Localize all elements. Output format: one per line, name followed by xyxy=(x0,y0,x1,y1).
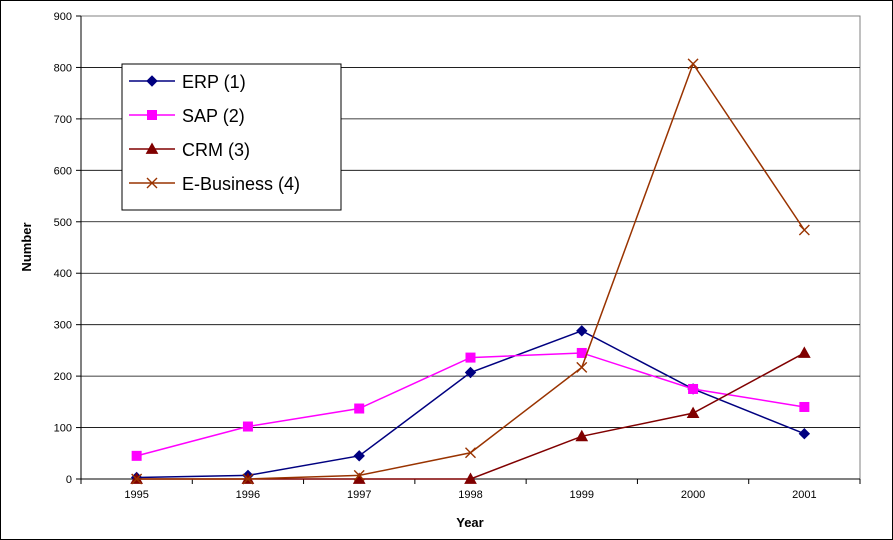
y-tick-label: 800 xyxy=(54,62,72,74)
x-axis-title: Year xyxy=(456,515,483,530)
data-point xyxy=(798,428,811,440)
data-point xyxy=(242,473,254,485)
legend-label: SAP (2) xyxy=(182,106,245,126)
data-point xyxy=(354,403,365,414)
data-point xyxy=(242,421,253,432)
x-tick-label: 1995 xyxy=(124,489,148,501)
data-point xyxy=(688,383,699,394)
x-tick-label: 2001 xyxy=(792,489,816,501)
data-point xyxy=(353,469,365,481)
data-point xyxy=(353,450,365,462)
data-point xyxy=(131,473,143,485)
data-point xyxy=(576,347,587,358)
y-tick-label: 300 xyxy=(54,320,72,332)
x-tick-label: 1996 xyxy=(236,489,260,501)
data-point xyxy=(687,58,699,70)
legend: ERP (1) SAP (2) CRM (3) E-Business (4) xyxy=(121,63,342,211)
y-tick-label: 200 xyxy=(54,371,72,383)
data-point xyxy=(464,366,477,379)
data-point xyxy=(575,429,589,442)
legend-swatch-marker xyxy=(147,110,157,120)
y-axis-title: Number xyxy=(19,222,34,271)
data-point xyxy=(798,224,810,236)
data-point xyxy=(465,352,476,363)
y-tick-label: 100 xyxy=(54,423,72,435)
tick-labels: 0 100 200 300 400 500 600 700 800 900 1995 1996 1997… xyxy=(54,11,817,501)
data-point xyxy=(798,346,811,358)
x-tick-label: 1999 xyxy=(570,489,594,501)
legend-box xyxy=(121,63,342,211)
y-tick-label: 700 xyxy=(54,114,72,126)
y-tick-label: 400 xyxy=(54,268,72,280)
series-lines xyxy=(130,58,811,485)
x-tick-label: 2000 xyxy=(681,489,705,501)
data-point xyxy=(465,447,476,459)
legend-label: ERP (1) xyxy=(182,72,246,92)
data-point xyxy=(686,406,700,419)
y-tick-label: 600 xyxy=(54,165,72,177)
data-point xyxy=(576,325,588,337)
legend-swatch-marker xyxy=(146,75,158,87)
legend-swatch-marker xyxy=(145,142,159,154)
data-point xyxy=(464,472,477,484)
data-point xyxy=(799,401,810,412)
legend-label: CRM (3) xyxy=(182,140,250,160)
data-point xyxy=(131,450,142,461)
data-point xyxy=(576,361,588,373)
legend-label: E-Business (4) xyxy=(182,174,300,194)
y-tick-label: 0 xyxy=(66,474,72,486)
y-tick-label: 900 xyxy=(54,11,72,23)
x-tick-label: 1997 xyxy=(347,489,371,501)
legend-swatch-marker xyxy=(146,177,158,189)
x-tick-label: 1998 xyxy=(458,489,482,501)
y-tick-label: 500 xyxy=(54,217,72,229)
